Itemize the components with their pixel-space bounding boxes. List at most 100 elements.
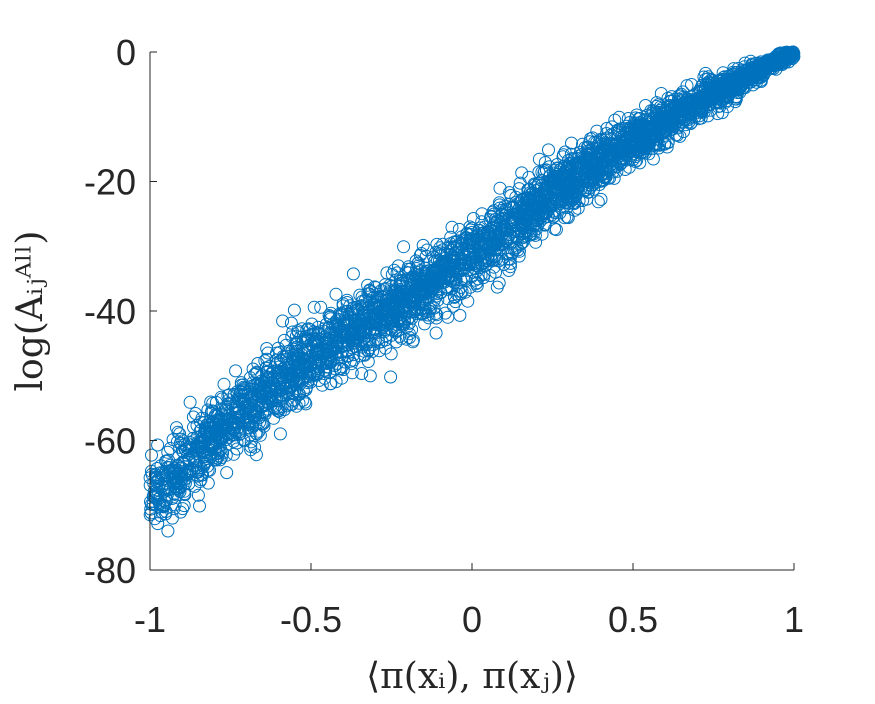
data-point <box>721 70 735 84</box>
data-point <box>355 315 369 329</box>
data-point <box>600 127 613 140</box>
data-point <box>598 169 612 183</box>
data-point <box>161 524 175 538</box>
data-point <box>422 311 436 325</box>
data-point <box>162 461 176 475</box>
data-point <box>346 267 360 281</box>
data-point <box>168 472 182 486</box>
data-point <box>295 322 309 336</box>
data-point <box>336 299 350 313</box>
data-point <box>260 385 274 398</box>
data-point <box>381 296 395 310</box>
data-point <box>237 434 251 448</box>
data-point <box>324 306 338 320</box>
data-point <box>295 336 309 350</box>
data-point <box>314 300 328 314</box>
data-point <box>241 421 255 435</box>
data-point <box>151 438 165 452</box>
data-point <box>530 222 544 236</box>
data-point <box>441 310 455 324</box>
data-point <box>293 358 307 372</box>
data-point <box>315 378 329 392</box>
data-point <box>453 263 467 277</box>
data-point <box>289 399 303 413</box>
data-point <box>462 239 476 253</box>
data-point <box>444 247 458 261</box>
data-point <box>163 441 177 455</box>
data-point <box>204 395 218 409</box>
data-point <box>470 264 484 278</box>
data-point <box>258 354 272 368</box>
data-point <box>406 335 420 349</box>
data-point <box>229 364 243 378</box>
data-point <box>673 101 687 115</box>
data-point <box>213 414 227 428</box>
data-point <box>211 422 225 436</box>
data-point <box>183 395 197 409</box>
data-point <box>681 98 695 112</box>
data-point <box>542 160 556 174</box>
x-tick-label: -1 <box>134 599 166 640</box>
data-point <box>246 362 260 376</box>
data-point <box>572 159 586 173</box>
y-tick-label: -20 <box>84 162 136 203</box>
data-point <box>338 318 351 332</box>
y-tick-label: -80 <box>84 550 136 591</box>
data-point <box>682 115 696 129</box>
data-point <box>384 370 398 384</box>
data-point <box>546 176 560 190</box>
data-point <box>416 238 430 252</box>
y-tick-label: 0 <box>116 32 136 73</box>
data-point <box>262 371 276 385</box>
data-point <box>698 92 712 106</box>
data-point <box>338 328 352 342</box>
data-point <box>464 223 478 237</box>
data-point <box>389 273 403 287</box>
data-point <box>644 127 658 141</box>
data-point <box>652 138 666 151</box>
data-point <box>195 440 209 454</box>
data-point <box>193 475 207 488</box>
data-point <box>372 336 386 349</box>
data-point <box>618 163 632 176</box>
data-point <box>286 387 300 401</box>
data-point <box>369 298 383 312</box>
data-point <box>200 418 214 432</box>
data-point <box>388 295 402 309</box>
data-point <box>264 392 278 406</box>
data-point <box>351 330 365 344</box>
data-point <box>390 288 404 302</box>
data-point <box>355 367 369 380</box>
data-point <box>471 237 485 251</box>
data-point <box>329 287 343 301</box>
data-point <box>397 294 411 308</box>
data-point <box>492 276 506 290</box>
data-point <box>444 230 458 244</box>
data-point <box>301 365 315 379</box>
data-point <box>493 181 507 195</box>
data-point <box>611 155 625 169</box>
data-point <box>667 103 681 117</box>
data-point <box>612 110 626 124</box>
data-point <box>629 117 642 131</box>
data-point <box>146 490 160 503</box>
data-point <box>358 325 372 339</box>
data-point <box>429 326 443 340</box>
data-point <box>432 265 446 279</box>
data-point <box>525 187 538 201</box>
data-point <box>377 282 391 296</box>
data-point <box>527 177 541 191</box>
x-axis-ticks: -1 -0.5 0 0.5 1 <box>134 563 804 640</box>
data-point <box>299 397 313 411</box>
data-point <box>335 308 349 322</box>
data-point <box>661 135 675 149</box>
data-point <box>438 306 452 320</box>
data-point <box>524 227 538 241</box>
data-point <box>586 174 600 188</box>
data-point <box>405 296 419 310</box>
data-point <box>445 220 459 234</box>
data-point <box>170 421 183 435</box>
data-point <box>368 315 382 329</box>
data-point <box>521 206 535 220</box>
data-point <box>431 293 445 307</box>
